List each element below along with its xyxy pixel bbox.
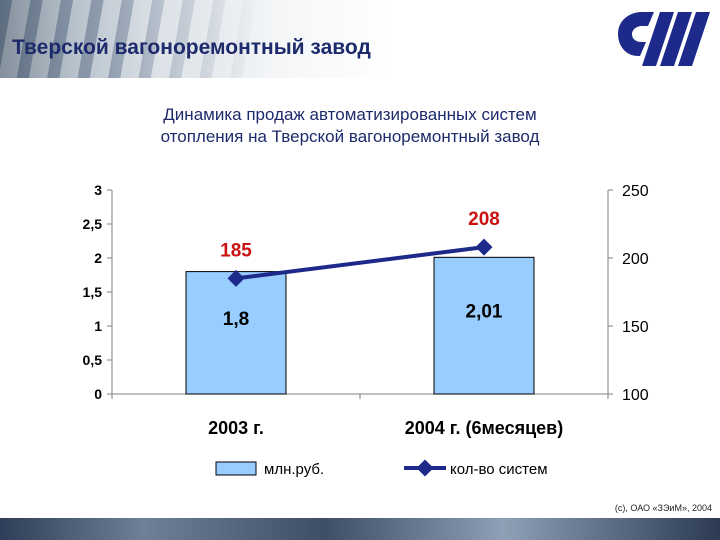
banner-decoration <box>0 0 260 78</box>
y-left-tick-label: 0 <box>94 386 102 402</box>
chart-title-line-2: отопления на Тверской вагоноремонтный за… <box>160 127 540 146</box>
plot-area: 0 0,5 1 1,5 2 2,5 3 100 150 200 250 1,8 2,01 185 208 20… <box>83 182 649 438</box>
legend-label-bars: млн.руб. <box>264 461 324 478</box>
combo-chart: 0 0,5 1 1,5 2 2,5 3 100 150 200 250 1,8 2,01 185 208 20… <box>83 182 649 478</box>
chart-title: Динамика продаж автоматизированных систе… <box>0 104 700 148</box>
y-left-tick-label: 3 <box>94 182 102 198</box>
x-category-label: 2003 г. <box>208 418 264 438</box>
bar <box>185 271 287 395</box>
chart-legend: млн.руб. кол-во систем <box>215 459 548 478</box>
legend-line-marker <box>416 459 434 477</box>
x-category-label: 2004 г. (6месяцев) <box>405 418 563 438</box>
company-logo-icon <box>618 12 710 66</box>
y-left-tick-label: 1 <box>94 318 102 334</box>
y-left-tick-label: 2,5 <box>83 216 103 232</box>
y-right-tick-label: 100 <box>622 387 649 404</box>
y-right-tick-label: 150 <box>622 319 649 336</box>
line-point-marker <box>227 269 245 287</box>
legend-label-line: кол-во систем <box>450 461 548 478</box>
y-left-tick-label: 2 <box>94 250 102 266</box>
legend-swatch-bars <box>215 461 257 476</box>
header-banner <box>0 0 720 78</box>
y-right-tick-label: 250 <box>622 183 649 200</box>
series-line <box>235 245 485 281</box>
y-left-tick-label: 0,5 <box>83 352 103 368</box>
line-value-label: 185 <box>220 240 252 261</box>
bar-value-label: 1,8 <box>223 309 249 330</box>
page-title: Тверской вагоноремонтный завод <box>12 36 371 59</box>
y-right-tick-label: 200 <box>622 251 649 268</box>
bar-value-label: 2,01 <box>466 302 503 323</box>
y-left-tick-label: 1,5 <box>83 284 103 300</box>
copyright-text: (с), ОАО «ЗЭиМ», 2004 <box>614 503 712 513</box>
chart-title-line-1: Динамика продаж автоматизированных систе… <box>163 105 537 124</box>
footer-bar <box>0 518 720 540</box>
bar <box>433 256 535 395</box>
line-value-label: 208 <box>468 209 500 230</box>
line-point-marker <box>475 238 493 256</box>
